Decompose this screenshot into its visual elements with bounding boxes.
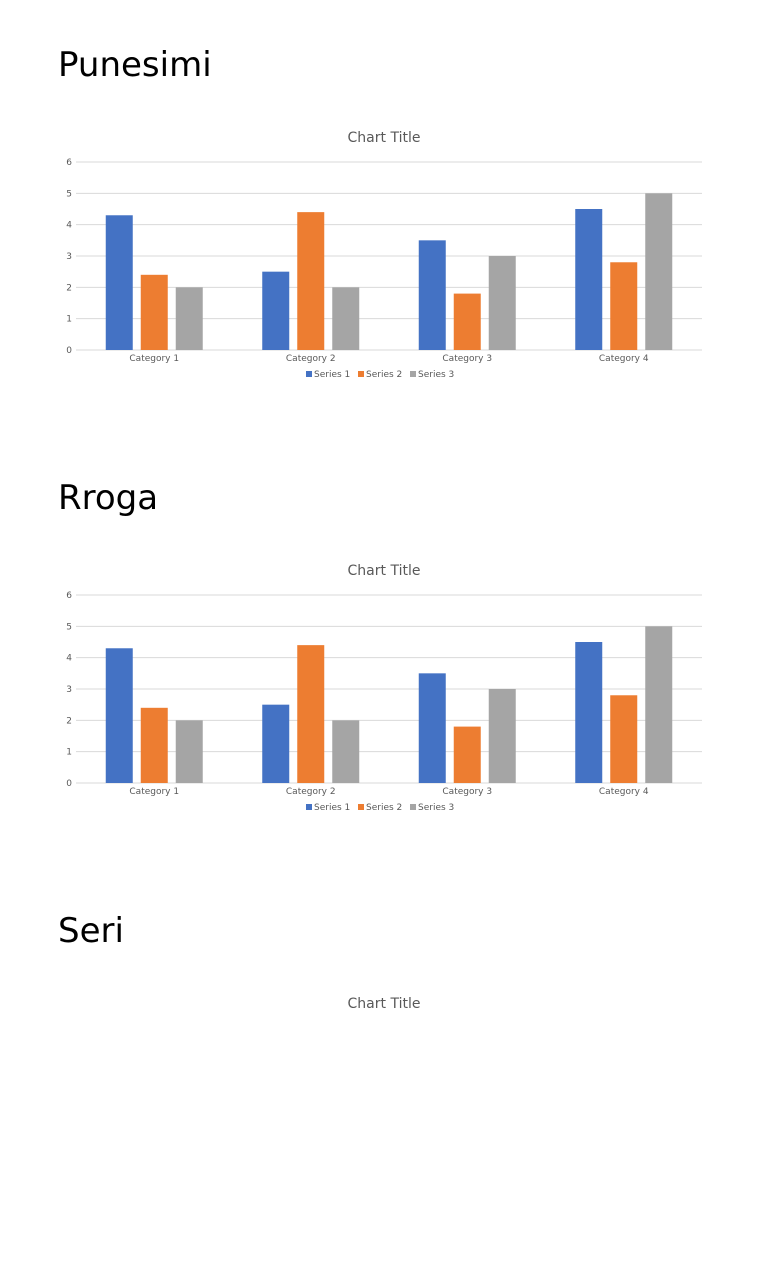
legend-label-series-1: Series 1: [314, 370, 350, 380]
y-tick-label: 4: [66, 221, 72, 231]
legend-swatch-series-2: [358, 371, 364, 377]
bar-series-1-category-4: [575, 642, 603, 783]
y-tick-label: 6: [66, 158, 72, 168]
bar-series-1-category-2: [262, 271, 290, 350]
bar-series-2-category-3: [453, 293, 481, 350]
legend-swatch-series-2: [358, 804, 364, 810]
y-tick-label: 0: [66, 346, 72, 356]
bar-series-3-category-1: [175, 720, 203, 783]
legend-swatch-series-1: [306, 804, 312, 810]
chart-rroga: Chart Title 0 1 2 3 4 5 6 Category 1 Category 2 Ca…: [58, 553, 718, 843]
bar-series-3-category-4: [645, 626, 673, 783]
x-tick-label: Category 1: [129, 787, 179, 797]
y-tick-label: 2: [66, 716, 72, 726]
y-tick-label: 2: [66, 283, 72, 293]
bar-series-2-category-1: [140, 274, 168, 350]
x-tick-label: Category 1: [129, 354, 179, 364]
bar-series-3-category-2: [332, 720, 360, 783]
bar-series-3-category-1: [175, 287, 203, 350]
bar-series-3-category-2: [332, 287, 360, 350]
chart-punesimi: Chart Title 0 1 2 3 4 5 6 Category 1 Category 2 Ca…: [58, 120, 718, 410]
chart-title: Chart Title: [348, 996, 421, 1012]
legend-swatch-series-3: [410, 804, 416, 810]
legend-label-series-2: Series 2: [366, 370, 402, 380]
legend-swatch-series-1: [306, 371, 312, 377]
y-tick-label: 5: [66, 622, 72, 632]
x-tick-label: Category 4: [599, 354, 649, 364]
chart-title: Chart Title: [348, 130, 421, 146]
bar-series-2-category-4: [610, 695, 638, 783]
chart-svg: Chart Title 0 1 2 3 4 5 6 Category 1 Category 2 Ca…: [66, 563, 702, 813]
legend-label-series-3: Series 3: [418, 803, 454, 813]
chart-title: Chart Title: [348, 563, 421, 579]
section-heading-punesimi: Punesimi: [58, 45, 212, 85]
section-heading-seri: Seri: [58, 911, 124, 951]
x-tick-label: Category 2: [286, 787, 336, 797]
bar-series-2-category-4: [610, 262, 638, 350]
legend-label-series-1: Series 1: [314, 803, 350, 813]
y-tick-label: 5: [66, 189, 72, 199]
x-tick-label: Category 3: [442, 787, 492, 797]
bar-series-2-category-1: [140, 707, 168, 783]
chart-svg: Chart Title: [348, 996, 421, 1012]
y-tick-label: 0: [66, 779, 72, 789]
bar-series-3-category-3: [488, 689, 516, 783]
section-heading-rroga: Rroga: [58, 478, 159, 518]
y-tick-label: 1: [66, 315, 72, 325]
x-tick-label: Category 4: [599, 787, 649, 797]
y-tick-label: 6: [66, 591, 72, 601]
bar-series-1-category-4: [575, 209, 603, 350]
bar-series-2-category-2: [297, 212, 325, 350]
x-tick-label: Category 3: [442, 354, 492, 364]
bar-series-2-category-3: [453, 726, 481, 783]
bar-series-1-category-2: [262, 704, 290, 783]
bar-series-1-category-1: [105, 648, 133, 783]
legend-label-series-2: Series 2: [366, 803, 402, 813]
bar-series-2-category-2: [297, 645, 325, 783]
y-tick-label: 3: [66, 252, 72, 262]
bar-series-1-category-1: [105, 215, 133, 350]
legend-swatch-series-3: [410, 371, 416, 377]
bar-series-3-category-4: [645, 193, 673, 350]
x-tick-label: Category 2: [286, 354, 336, 364]
legend-label-series-3: Series 3: [418, 370, 454, 380]
bar-series-1-category-3: [418, 240, 446, 350]
bar-series-3-category-3: [488, 256, 516, 350]
y-tick-label: 1: [66, 748, 72, 758]
bar-series-1-category-3: [418, 673, 446, 783]
y-tick-label: 4: [66, 654, 72, 664]
y-tick-label: 3: [66, 685, 72, 695]
chart-seri: Chart Title: [58, 986, 718, 1276]
chart-svg: Chart Title 0 1 2 3 4 5 6 Category 1 Category 2 Ca…: [66, 130, 702, 380]
